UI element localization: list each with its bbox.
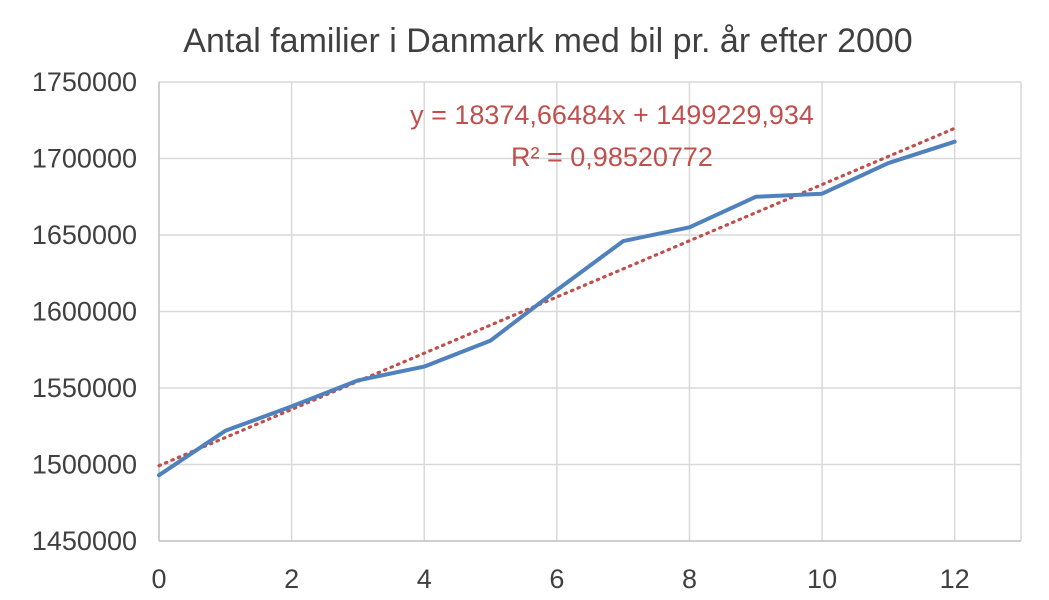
- x-tick-label: 6: [549, 564, 564, 594]
- y-tick-label: 1450000: [32, 526, 137, 556]
- series-line: [157, 139, 957, 478]
- gridlines: [159, 81, 1022, 541]
- x-tick-label: 10: [807, 564, 837, 594]
- chart-title: Antal familier i Danmark med bil pr. år …: [183, 22, 912, 60]
- y-tick-label: 1650000: [32, 220, 137, 250]
- trendline-equation: y = 18374,66484x + 1499229,934: [410, 100, 814, 130]
- y-tick-label: 1750000: [32, 67, 137, 97]
- trendline-line: [157, 126, 957, 468]
- series-lines: [157, 139, 957, 478]
- y-tick-label: 1700000: [32, 144, 137, 174]
- y-tick-label: 1600000: [32, 297, 137, 327]
- y-tick-label: 1500000: [32, 450, 137, 480]
- trendline-r-squared: R² = 0,98520772: [511, 142, 713, 172]
- x-tick-label: 8: [682, 564, 697, 594]
- x-tick-labels: 0 2 4 6 8 10 12: [151, 564, 969, 594]
- x-tick-label: 0: [151, 564, 166, 594]
- x-tick-label: 12: [940, 564, 970, 594]
- x-tick-label: 4: [417, 564, 432, 594]
- trendline: [157, 126, 957, 468]
- y-tick-label: 1550000: [32, 373, 137, 403]
- x-tick-label: 2: [284, 564, 299, 594]
- y-tick-labels: 1450000 1500000 1550000 1600000 1650000 17000…: [32, 67, 137, 556]
